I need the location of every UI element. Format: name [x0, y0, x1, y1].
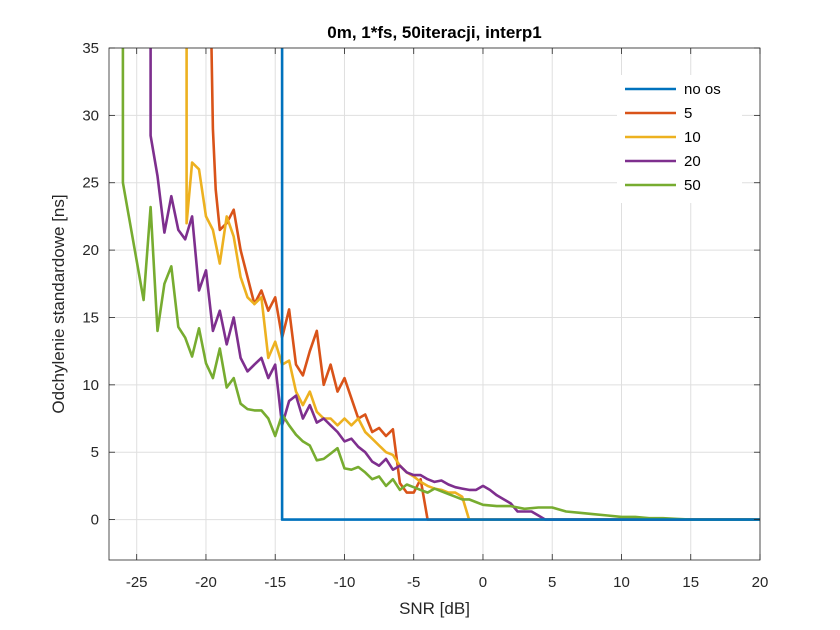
- y-tick-label: 15: [82, 309, 99, 326]
- tick-labels: -25 -20 -15 -10 -5 0 5 10 15 20 0 5 10 15 20 25 30 35: [82, 40, 768, 591]
- legend-label: 5: [684, 105, 692, 122]
- series-line-50: [121, 48, 760, 521]
- series-line-10: [185, 48, 760, 521]
- x-tick-label: -10: [334, 574, 356, 591]
- legend-label: 20: [684, 153, 701, 170]
- series-line-5: [210, 48, 760, 521]
- x-tick-label: 15: [682, 574, 699, 591]
- legend: no os 5 10 20 50: [617, 75, 742, 203]
- y-tick-label: 25: [82, 175, 99, 192]
- chart-title: 0m, 1*fs, 50iteracji, interp1: [327, 23, 542, 42]
- series-line-no-os: [280, 48, 760, 521]
- legend-box: [617, 75, 742, 203]
- legend-label: 10: [684, 129, 701, 146]
- y-tick-label: 30: [82, 107, 99, 124]
- series-layer: [121, 48, 760, 521]
- plot-frame: [108, 47, 761, 561]
- x-tick-label: 5: [548, 574, 556, 591]
- legend-label: 50: [684, 177, 701, 194]
- y-tick-label: 20: [82, 242, 99, 259]
- x-tick-label: -15: [264, 574, 286, 591]
- x-tick-label: -5: [407, 574, 420, 591]
- x-tick-label: 20: [752, 574, 769, 591]
- x-axis-label: SNR [dB]: [399, 599, 470, 618]
- y-tick-label: 5: [91, 444, 99, 461]
- x-tick-label: 10: [613, 574, 630, 591]
- x-tick-label: -20: [195, 574, 217, 591]
- y-axis-label: Odchylenie standardowe [ns]: [49, 194, 68, 413]
- y-tick-label: 0: [91, 512, 99, 529]
- x-tick-label: -25: [126, 574, 148, 591]
- x-tick-label: 0: [479, 574, 487, 591]
- series-line-20: [149, 48, 760, 521]
- ticks: [109, 47, 761, 560]
- y-tick-label: 35: [82, 40, 99, 57]
- legend-label: no os: [684, 81, 721, 98]
- y-tick-label: 10: [82, 377, 99, 394]
